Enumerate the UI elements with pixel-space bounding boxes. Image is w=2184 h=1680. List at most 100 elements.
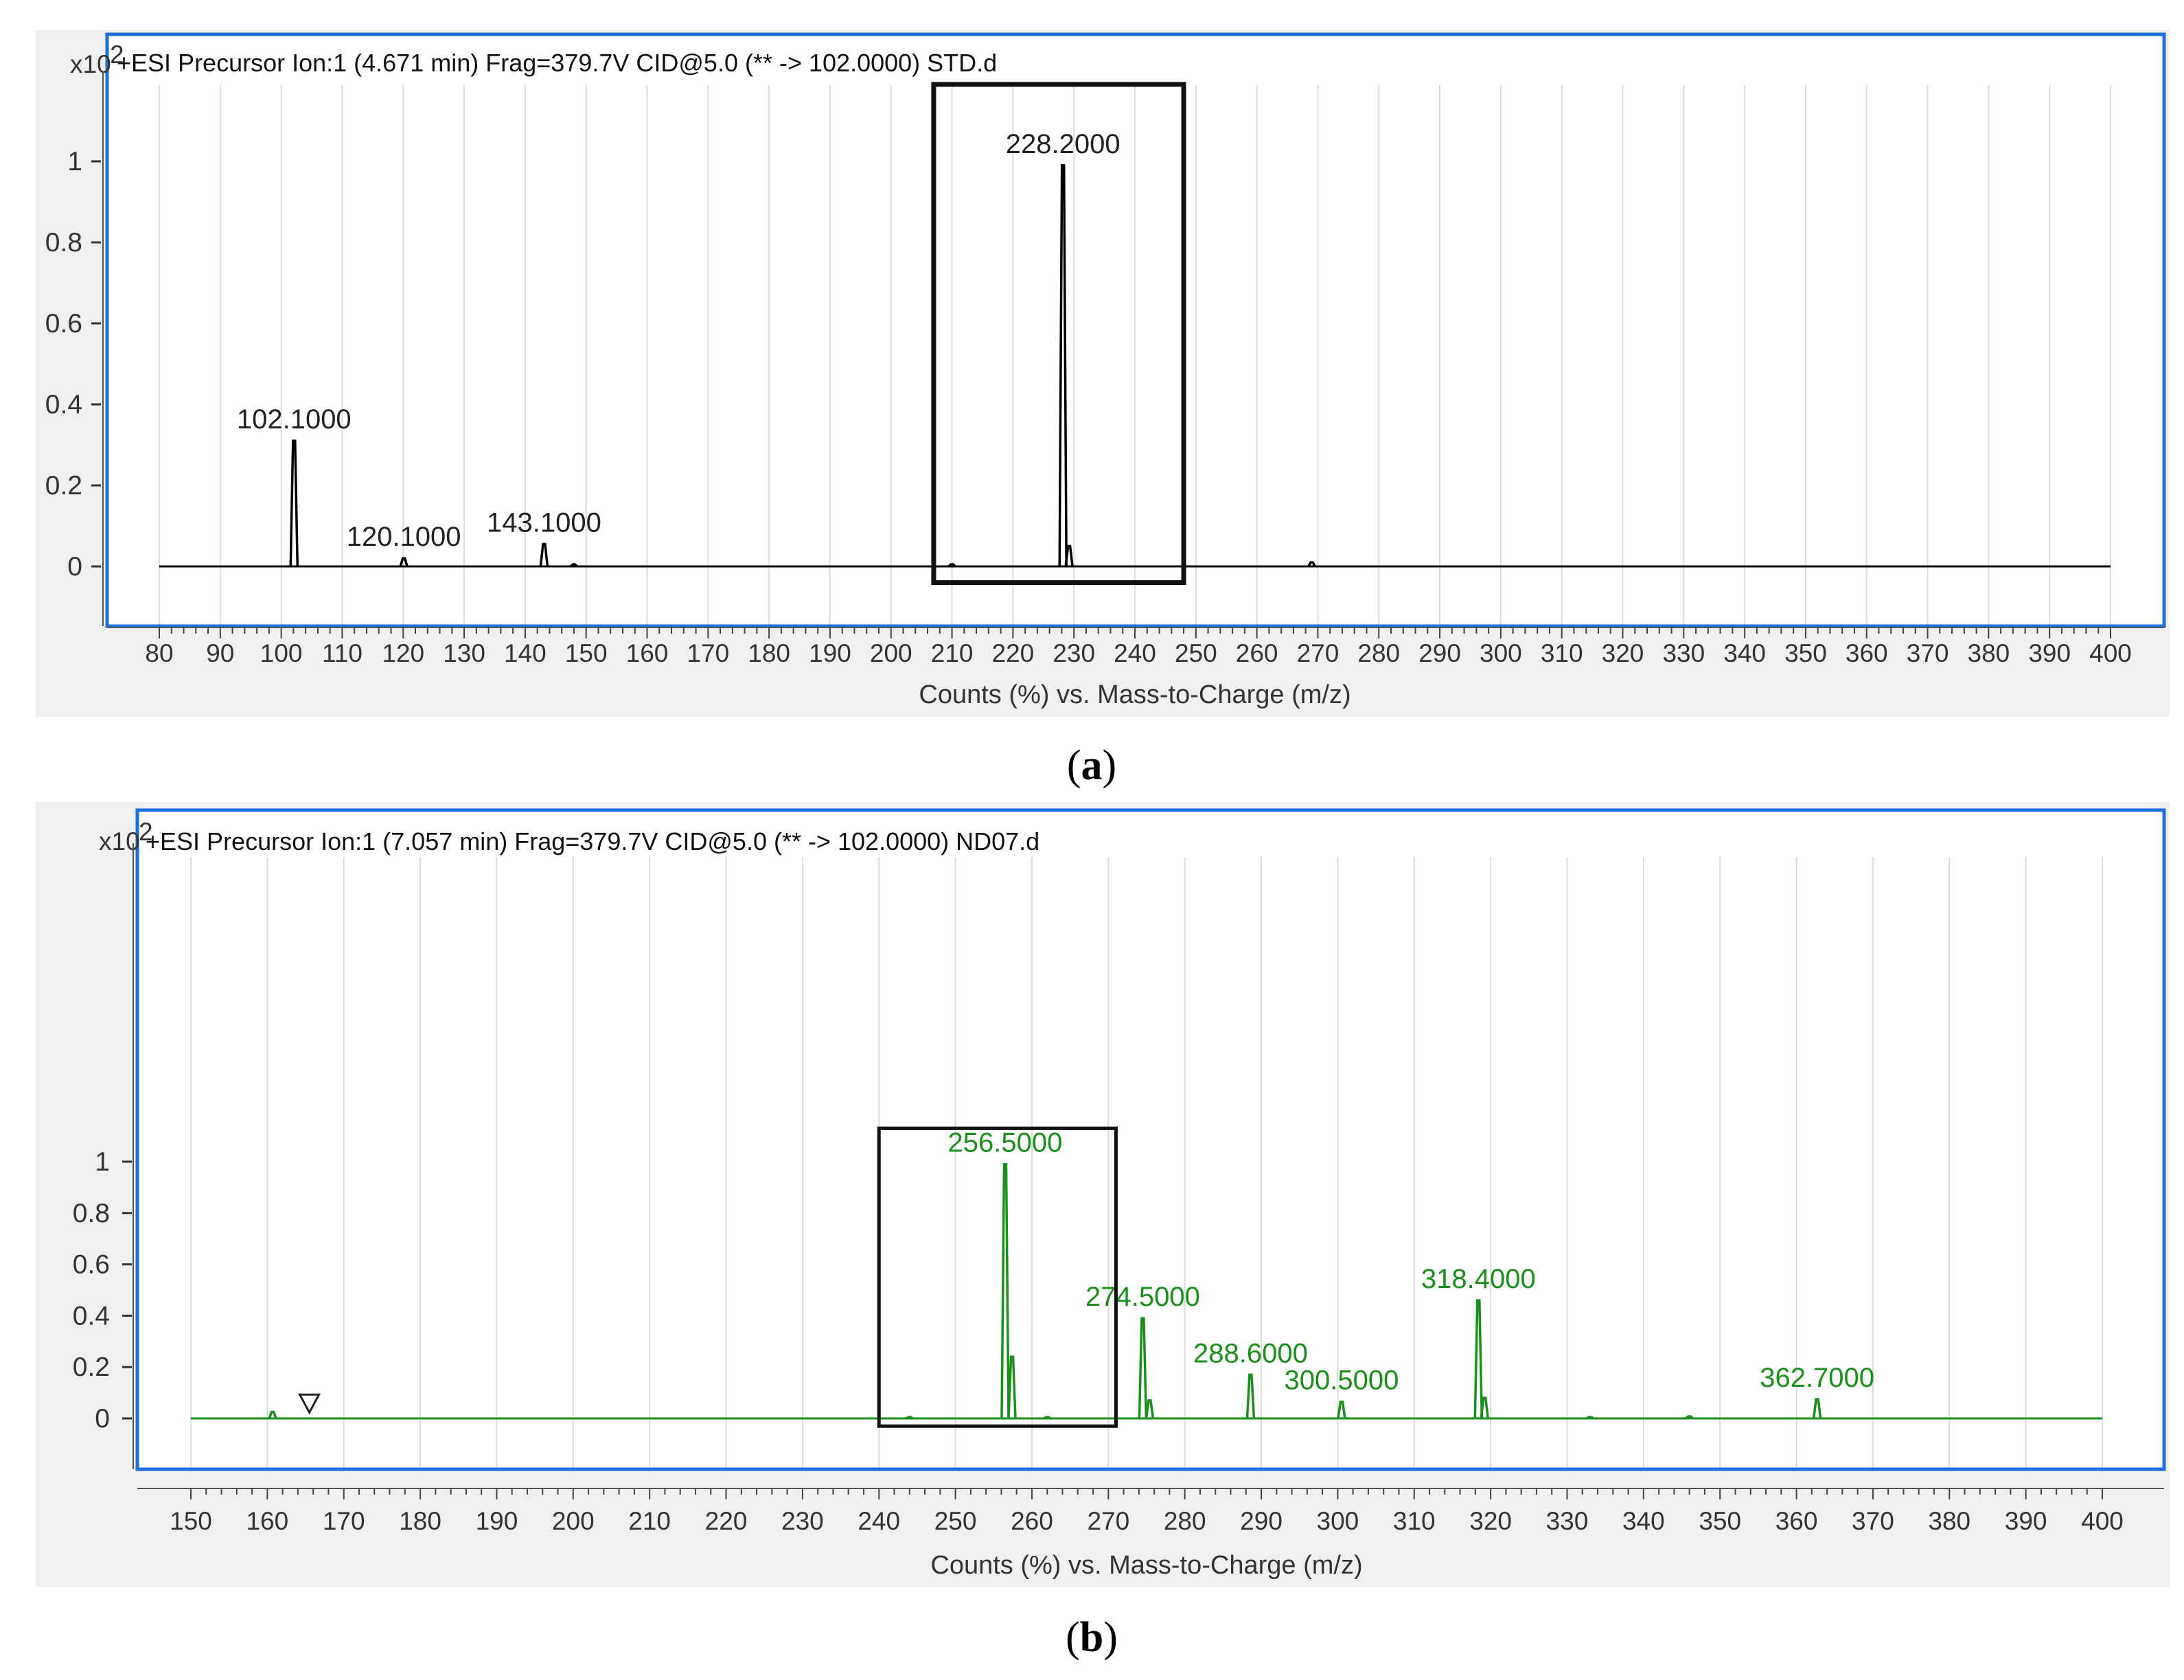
spectrum-peak xyxy=(1473,1299,1484,1419)
y-tick-label: 0.8 xyxy=(45,228,82,257)
x-tick-label: 230 xyxy=(781,1507,824,1535)
spectrum-peak xyxy=(569,563,579,568)
x-tick-label: 190 xyxy=(809,639,851,667)
x-tick-label: 180 xyxy=(399,1507,441,1535)
x-tick-label: 200 xyxy=(552,1507,595,1535)
x-tick-label: 290 xyxy=(1418,639,1461,667)
x-axis-label: Counts (%) vs. Mass-to-Charge (m/z) xyxy=(919,680,1350,709)
highlight-box xyxy=(931,82,1186,586)
caption-a-letter: a xyxy=(1081,742,1103,789)
chart-a-svg: +ESI Precursor Ion:1 (4.671 min) Frag=37… xyxy=(45,32,2166,709)
spectrum-peak xyxy=(399,557,409,567)
x-tick-label: 160 xyxy=(626,639,669,667)
spectrum-peak xyxy=(1337,1400,1346,1419)
x-tick-label: 310 xyxy=(1393,1507,1436,1535)
x-tick-label: 380 xyxy=(1928,1507,1970,1535)
x-tick-label: 300 xyxy=(1317,1507,1359,1535)
spectrum-peak xyxy=(1480,1396,1489,1419)
x-tick-label: 280 xyxy=(1164,1507,1206,1535)
x-tick-label: 390 xyxy=(2005,1507,2047,1535)
spectrum-peak xyxy=(289,439,299,567)
chart-panel-b: +ESI Precursor Ion:1 (7.057 min) Frag=37… xyxy=(36,802,2170,1587)
peak-label: 362.7000 xyxy=(1760,1363,1874,1393)
y-tick-label: 0.4 xyxy=(73,1301,110,1331)
caption-b: (b) xyxy=(1066,1614,1118,1661)
peak-label: 318.4000 xyxy=(1421,1264,1536,1294)
x-tick-label: 180 xyxy=(748,639,790,667)
x-tick-label: 270 xyxy=(1297,639,1340,667)
chart-b-svg: +ESI Precursor Ion:1 (7.057 min) Frag=37… xyxy=(73,808,2166,1580)
spectrum-peak xyxy=(268,1410,277,1419)
x-tick-label: 210 xyxy=(628,1507,671,1535)
y-tick-label: 0 xyxy=(95,1404,110,1434)
y-tick-label: 0.4 xyxy=(45,390,82,419)
y-tick-label: 1 xyxy=(95,1147,110,1177)
x-tick-label: 240 xyxy=(1114,639,1156,667)
x-tick-label: 100 xyxy=(260,639,303,667)
x-tick-label: 400 xyxy=(2089,639,2132,667)
chart-frame xyxy=(135,808,2166,1471)
x-tick-label: 340 xyxy=(1723,639,1766,667)
x-tick-label: 340 xyxy=(1622,1507,1665,1535)
x-tick-label: 150 xyxy=(170,1507,212,1535)
highlight-box xyxy=(877,1126,1118,1428)
x-tick-label: 350 xyxy=(1784,639,1827,667)
x-axis-label: Counts (%) vs. Mass-to-Charge (m/z) xyxy=(930,1551,1362,1580)
x-tick-label: 200 xyxy=(870,639,912,667)
y-scale-label: x10 xyxy=(70,50,111,78)
peak-label: 300.5000 xyxy=(1285,1366,1399,1396)
y-tick-label: 0.2 xyxy=(73,1353,110,1382)
spectrum-peak xyxy=(1138,1317,1148,1419)
x-tick-label: 80 xyxy=(145,639,173,667)
spectrum-peak xyxy=(1064,544,1074,567)
x-tick-label: 370 xyxy=(1907,639,1949,667)
x-tick-label: 210 xyxy=(931,639,974,667)
chart-panel-a: +ESI Precursor Ion:1 (4.671 min) Frag=37… xyxy=(36,30,2170,717)
spectrum-peak xyxy=(1307,561,1317,567)
x-tick-label: 220 xyxy=(992,639,1035,667)
x-tick-label: 390 xyxy=(2028,639,2071,667)
x-tick-label: 260 xyxy=(1236,639,1278,667)
x-tick-label: 270 xyxy=(1087,1507,1129,1535)
x-tick-label: 310 xyxy=(1541,639,1583,667)
peak-label: 102.1000 xyxy=(237,404,352,435)
open-triangle-marker xyxy=(298,1393,321,1415)
x-tick-label: 110 xyxy=(322,639,363,667)
x-tick-label: 160 xyxy=(246,1507,288,1535)
y-scale-exponent: 2 xyxy=(110,41,124,69)
y-tick-label: 0.8 xyxy=(73,1199,110,1228)
spectrum-peak xyxy=(905,1416,914,1420)
x-tick-label: 190 xyxy=(476,1507,518,1535)
x-tick-label: 330 xyxy=(1662,639,1705,667)
y-tick-label: 0.2 xyxy=(45,471,82,500)
peak-label: 143.1000 xyxy=(487,508,601,538)
x-tick-label: 320 xyxy=(1602,639,1644,667)
x-tick-label: 400 xyxy=(2081,1507,2124,1535)
x-tick-label: 240 xyxy=(858,1507,900,1535)
peak-label: 228.2000 xyxy=(1006,129,1120,159)
x-tick-label: 260 xyxy=(1011,1507,1053,1535)
spectrum-peak xyxy=(1812,1398,1822,1419)
caption-b-letter: b xyxy=(1079,1614,1104,1661)
peak-label: 256.5000 xyxy=(948,1128,1063,1158)
x-tick-label: 220 xyxy=(705,1507,748,1535)
x-tick-label: 360 xyxy=(1846,639,1888,667)
x-tick-label: 380 xyxy=(1968,639,2010,667)
x-tick-label: 90 xyxy=(206,639,234,667)
spectrum-peak xyxy=(1043,1416,1052,1420)
x-tick-label: 370 xyxy=(1852,1507,1894,1535)
y-scale-exponent: 2 xyxy=(139,818,153,846)
x-tick-label: 290 xyxy=(1240,1507,1283,1535)
spectrum-peak xyxy=(1000,1162,1010,1419)
x-tick-label: 330 xyxy=(1546,1507,1589,1535)
y-tick-label: 0 xyxy=(67,552,82,582)
spectrum-peak xyxy=(1245,1373,1256,1419)
y-tick-label: 0.6 xyxy=(45,309,82,338)
x-tick-label: 360 xyxy=(1775,1507,1818,1535)
spectrum-peak xyxy=(1058,164,1068,567)
caption-a: (a) xyxy=(1066,742,1117,789)
peak-label: 288.6000 xyxy=(1193,1338,1308,1368)
spectrum-peak xyxy=(947,563,956,568)
y-tick-label: 1 xyxy=(67,147,82,176)
spectrum-peak xyxy=(1007,1355,1017,1419)
